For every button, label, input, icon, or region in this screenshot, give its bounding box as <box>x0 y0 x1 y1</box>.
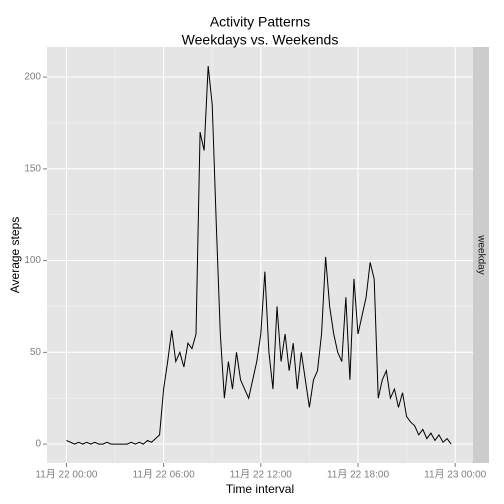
x-tick-label: 11月 22 12:00 <box>230 469 293 481</box>
x-tick-label: 11月 22 00:00 <box>35 469 98 481</box>
marks <box>66 66 452 445</box>
x-tick-label: 11月 22 18:00 <box>327 469 390 481</box>
y-axis-label: Average steps <box>8 217 22 294</box>
y-tick-label: 50 <box>30 347 42 358</box>
x-tick-label: 11月 23 00:00 <box>424 469 487 481</box>
x-axis-label: Time interval <box>226 482 294 496</box>
chart-subtitle: Weekdays vs. Weekends <box>182 32 339 48</box>
data-line <box>66 66 452 445</box>
y-tick-label: 100 <box>24 255 41 266</box>
chart-title: Activity Patterns <box>210 14 310 30</box>
y-tick-label: 0 <box>35 439 41 450</box>
y-tick-label: 150 <box>24 163 41 174</box>
strip <box>473 47 489 463</box>
panel <box>47 47 473 463</box>
panel-label: weekday <box>475 234 486 274</box>
y-tick-label: 200 <box>24 72 41 83</box>
x-tick-label: 11月 22 06:00 <box>133 469 196 481</box>
grid: 0 50 100 150 200 11月 22 00:00 11月 22 06:00 11月 … <box>24 47 487 481</box>
